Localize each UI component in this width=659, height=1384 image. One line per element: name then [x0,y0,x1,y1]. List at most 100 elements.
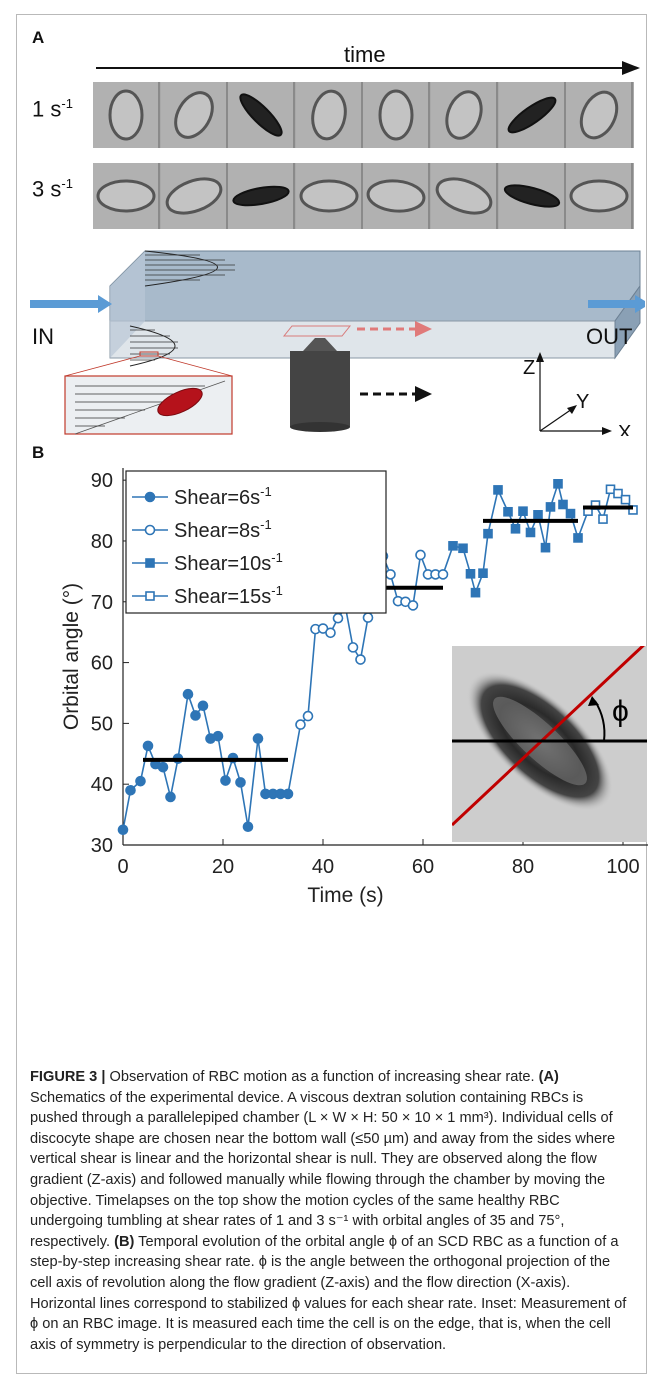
data-point [553,479,563,489]
data-point [295,719,306,730]
caption-a-label: (A) [538,1069,559,1085]
data-point [355,654,366,665]
cell-image [173,91,214,139]
y-tick-label: 30 [91,835,113,857]
x-tick-label: 100 [606,856,639,878]
y-tick-label: 70 [91,592,113,614]
orbital-angle-chart: 0 20 40 60 80 100 30 40 50 60 70 80 90 Time (s) Orbita… [60,468,648,907]
red-blood-cell [157,387,203,417]
data-point [518,506,528,516]
timelapse-strip-2 [93,163,634,229]
inset-rbc-image: ϕ [452,646,647,842]
cell-image [569,179,629,213]
x-tick-label: 0 [117,856,128,878]
cell-image [435,177,493,215]
data-point [220,775,231,786]
legend-entry: Shear=6s-1 [174,484,272,509]
timelapse-frame [93,163,160,229]
data-point [565,508,576,519]
data-point [598,514,608,524]
data-point [525,527,536,538]
data-point [545,502,556,512]
data-point [157,761,169,773]
y-axis-label: Orbital angle (°) [60,583,83,730]
caption-b-text: Temporal evolution of the orbital angle … [30,1233,627,1353]
legend-box [125,470,387,614]
data-point [407,600,419,611]
y-tick-label: 50 [91,713,113,735]
data-point [483,528,493,539]
cell-image [108,89,144,141]
data-point [125,784,136,796]
data-point [465,569,476,579]
data-point [620,494,631,505]
legend-marker [144,524,156,536]
timelapse-frame [431,82,498,148]
data-point [325,627,336,639]
inset-phi-label: ϕ [612,695,629,728]
timelapse-frame [363,163,431,229]
timelapse-frame [566,163,634,229]
caption-title: Observation of RBC motion as a function … [109,1069,535,1085]
data-point [470,587,481,598]
cell-image [378,89,414,141]
data-point [503,506,513,517]
zoom-inset-box [64,375,233,435]
timelapse-frame [363,82,431,148]
y-tick-label: 60 [91,653,113,675]
data-point [142,740,154,752]
y-tick-label: 90 [91,470,113,492]
timelapse-strip-1 [93,82,634,148]
cell-image [507,96,556,134]
timelapse-frame [228,82,296,148]
data-point [385,569,396,580]
data-point [212,730,224,742]
axis-y-label: Y [576,391,589,413]
data-point [252,733,264,744]
timelapse-frame [295,82,363,148]
cell-image [503,184,560,208]
caption-b-label: (B) [114,1233,135,1250]
device-schematic: IN OUT Z Y X [30,250,645,436]
data-point [235,777,246,788]
cell-image [165,177,222,215]
timelapse-frame [93,82,160,148]
in-arrow [30,295,112,313]
time-arrow [96,61,640,75]
timelapse-frame [431,163,498,229]
data-point [540,542,551,553]
cell-image [232,185,290,207]
row-label-1: 1 s-1 [32,96,73,122]
caption-a-text: Schematics of the experimental device. A… [30,1089,616,1250]
legend-entry: Shear=10s-1 [174,550,283,575]
data-point [197,700,209,712]
time-label: time [344,42,386,67]
timelapse-frame [498,163,566,229]
legend-entry: Shear=8s-1 [174,517,272,542]
legend-marker [145,558,155,568]
out-arrow [588,295,645,313]
legend-marker [144,491,156,503]
data-point [302,710,314,722]
timelapse-frame [228,163,296,229]
data-point [458,543,468,554]
data-point [478,568,488,578]
data-point [135,775,146,787]
legend-marker [145,591,155,601]
timelapse-frame [160,82,228,148]
x-axis-label: Time (s) [307,884,383,907]
data-point [332,612,344,624]
timelapse-frame [295,163,363,229]
data-point [190,710,201,721]
timelapse-frame [566,82,634,148]
data-point [347,642,359,653]
data-point [415,549,426,561]
data-point [533,510,543,520]
y-tick-label: 40 [91,774,113,796]
x-tick-label: 20 [212,856,234,878]
legend-entry: Shear=15s-1 [174,583,283,608]
data-point [165,791,176,803]
panel-a-label: A [32,28,45,47]
x-tick-label: 40 [312,856,334,878]
data-point [362,612,374,623]
